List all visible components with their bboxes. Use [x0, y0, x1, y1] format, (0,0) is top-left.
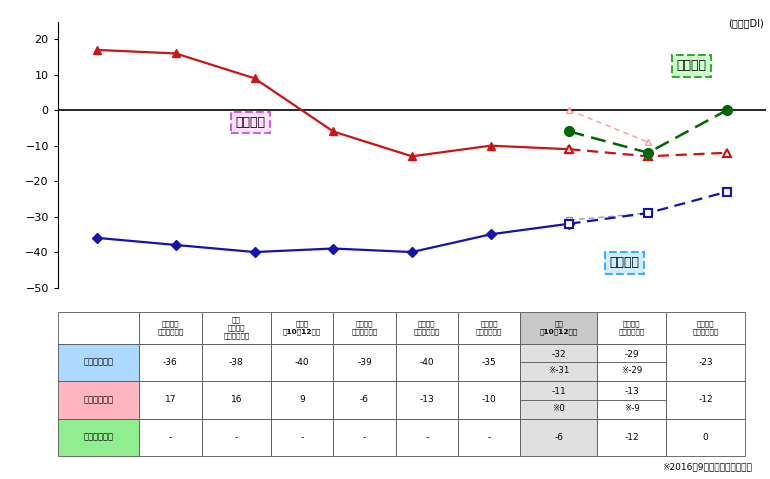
Bar: [202, 419, 271, 456]
Bar: [597, 381, 666, 419]
Text: -: -: [169, 433, 172, 442]
Text: -36: -36: [163, 358, 178, 367]
Bar: [333, 419, 396, 456]
Text: -12: -12: [698, 395, 713, 404]
Text: -13: -13: [624, 387, 639, 396]
Text: 0: 0: [703, 433, 708, 442]
Bar: [202, 343, 271, 381]
Text: ※0: ※0: [552, 403, 565, 412]
Bar: [271, 419, 333, 456]
Text: -: -: [487, 433, 490, 442]
Bar: [333, 381, 396, 419]
Text: 国内旅行全般: 国内旅行全般: [83, 395, 113, 404]
Text: -23: -23: [698, 358, 713, 367]
Text: -13: -13: [420, 395, 434, 404]
Bar: [458, 343, 521, 381]
Bar: [521, 312, 597, 343]
Text: １年半前
（４～６月）: １年半前 （４～６月）: [157, 320, 183, 335]
Text: -39: -39: [357, 358, 372, 367]
Text: -11: -11: [551, 387, 566, 396]
Bar: [521, 419, 597, 456]
Bar: [139, 419, 202, 456]
Text: ６ヵ月前
（４～６月）: ６ヵ月前 （４～６月）: [413, 320, 440, 335]
Bar: [58, 419, 139, 456]
Text: -: -: [363, 433, 366, 442]
Bar: [58, 381, 139, 419]
Text: -10: -10: [482, 395, 497, 404]
Bar: [597, 312, 666, 343]
Text: -: -: [425, 433, 428, 442]
Text: -40: -40: [295, 358, 310, 367]
Bar: [139, 312, 202, 343]
Text: -35: -35: [482, 358, 497, 367]
Text: 国内旅行: 国内旅行: [236, 116, 266, 129]
Bar: [597, 419, 666, 456]
Bar: [597, 343, 666, 381]
Bar: [458, 312, 521, 343]
Bar: [521, 381, 597, 419]
Bar: [333, 343, 396, 381]
Text: -32: -32: [551, 350, 566, 359]
Text: ※-29: ※-29: [621, 366, 642, 375]
Bar: [666, 419, 745, 456]
Text: (単位：DI): (単位：DI): [728, 18, 764, 28]
Text: 訪日旅行全般: 訪日旅行全般: [83, 433, 113, 442]
Text: ※2016年9月期調査見通し数値: ※2016年9月期調査見通し数値: [662, 462, 752, 471]
Text: ※-9: ※-9: [624, 403, 639, 412]
Bar: [396, 343, 458, 381]
Bar: [666, 312, 745, 343]
Text: ３ヵ月後
（１～３月）: ３ヵ月後 （１～３月）: [618, 320, 644, 335]
Text: -6: -6: [360, 395, 369, 404]
Text: １年
３ヵ月前
（７～９月）: １年 ３ヵ月前 （７～９月）: [223, 317, 249, 339]
Text: 9: 9: [300, 395, 305, 404]
Bar: [271, 312, 333, 343]
Text: -40: -40: [420, 358, 434, 367]
Bar: [271, 381, 333, 419]
Text: ６ヵ月後
（４～６月）: ６ヵ月後 （４～６月）: [692, 320, 718, 335]
Text: １年前
（10～12月）: １年前 （10～12月）: [283, 320, 321, 335]
Bar: [333, 312, 396, 343]
Bar: [666, 343, 745, 381]
Bar: [271, 343, 333, 381]
Bar: [58, 343, 139, 381]
Bar: [396, 312, 458, 343]
Text: -: -: [235, 433, 238, 442]
Text: 海外旅行全般: 海外旅行全般: [83, 358, 113, 367]
Bar: [458, 381, 521, 419]
Text: ９ヵ月前
（１～３月）: ９ヵ月前 （１～３月）: [351, 320, 377, 335]
Bar: [396, 419, 458, 456]
Text: -12: -12: [624, 433, 639, 442]
Bar: [521, 343, 597, 381]
Text: -38: -38: [229, 358, 243, 367]
Bar: [202, 381, 271, 419]
Bar: [396, 381, 458, 419]
Text: 現況
（10～12月）: 現況 （10～12月）: [540, 320, 578, 335]
Bar: [666, 381, 745, 419]
Text: -6: -6: [554, 433, 563, 442]
Text: ※-31: ※-31: [548, 366, 569, 375]
Text: 海外旅行: 海外旅行: [610, 256, 639, 269]
Bar: [202, 312, 271, 343]
Text: 訪日旅行: 訪日旅行: [676, 59, 706, 72]
Text: ３ヵ月前
（７～９月）: ３ヵ月前 （７～９月）: [476, 320, 502, 335]
Bar: [139, 343, 202, 381]
Text: 17: 17: [165, 395, 176, 404]
Text: -29: -29: [624, 350, 639, 359]
Bar: [458, 419, 521, 456]
Text: -: -: [300, 433, 304, 442]
Text: 16: 16: [230, 395, 242, 404]
Bar: [58, 312, 139, 343]
Bar: [139, 381, 202, 419]
